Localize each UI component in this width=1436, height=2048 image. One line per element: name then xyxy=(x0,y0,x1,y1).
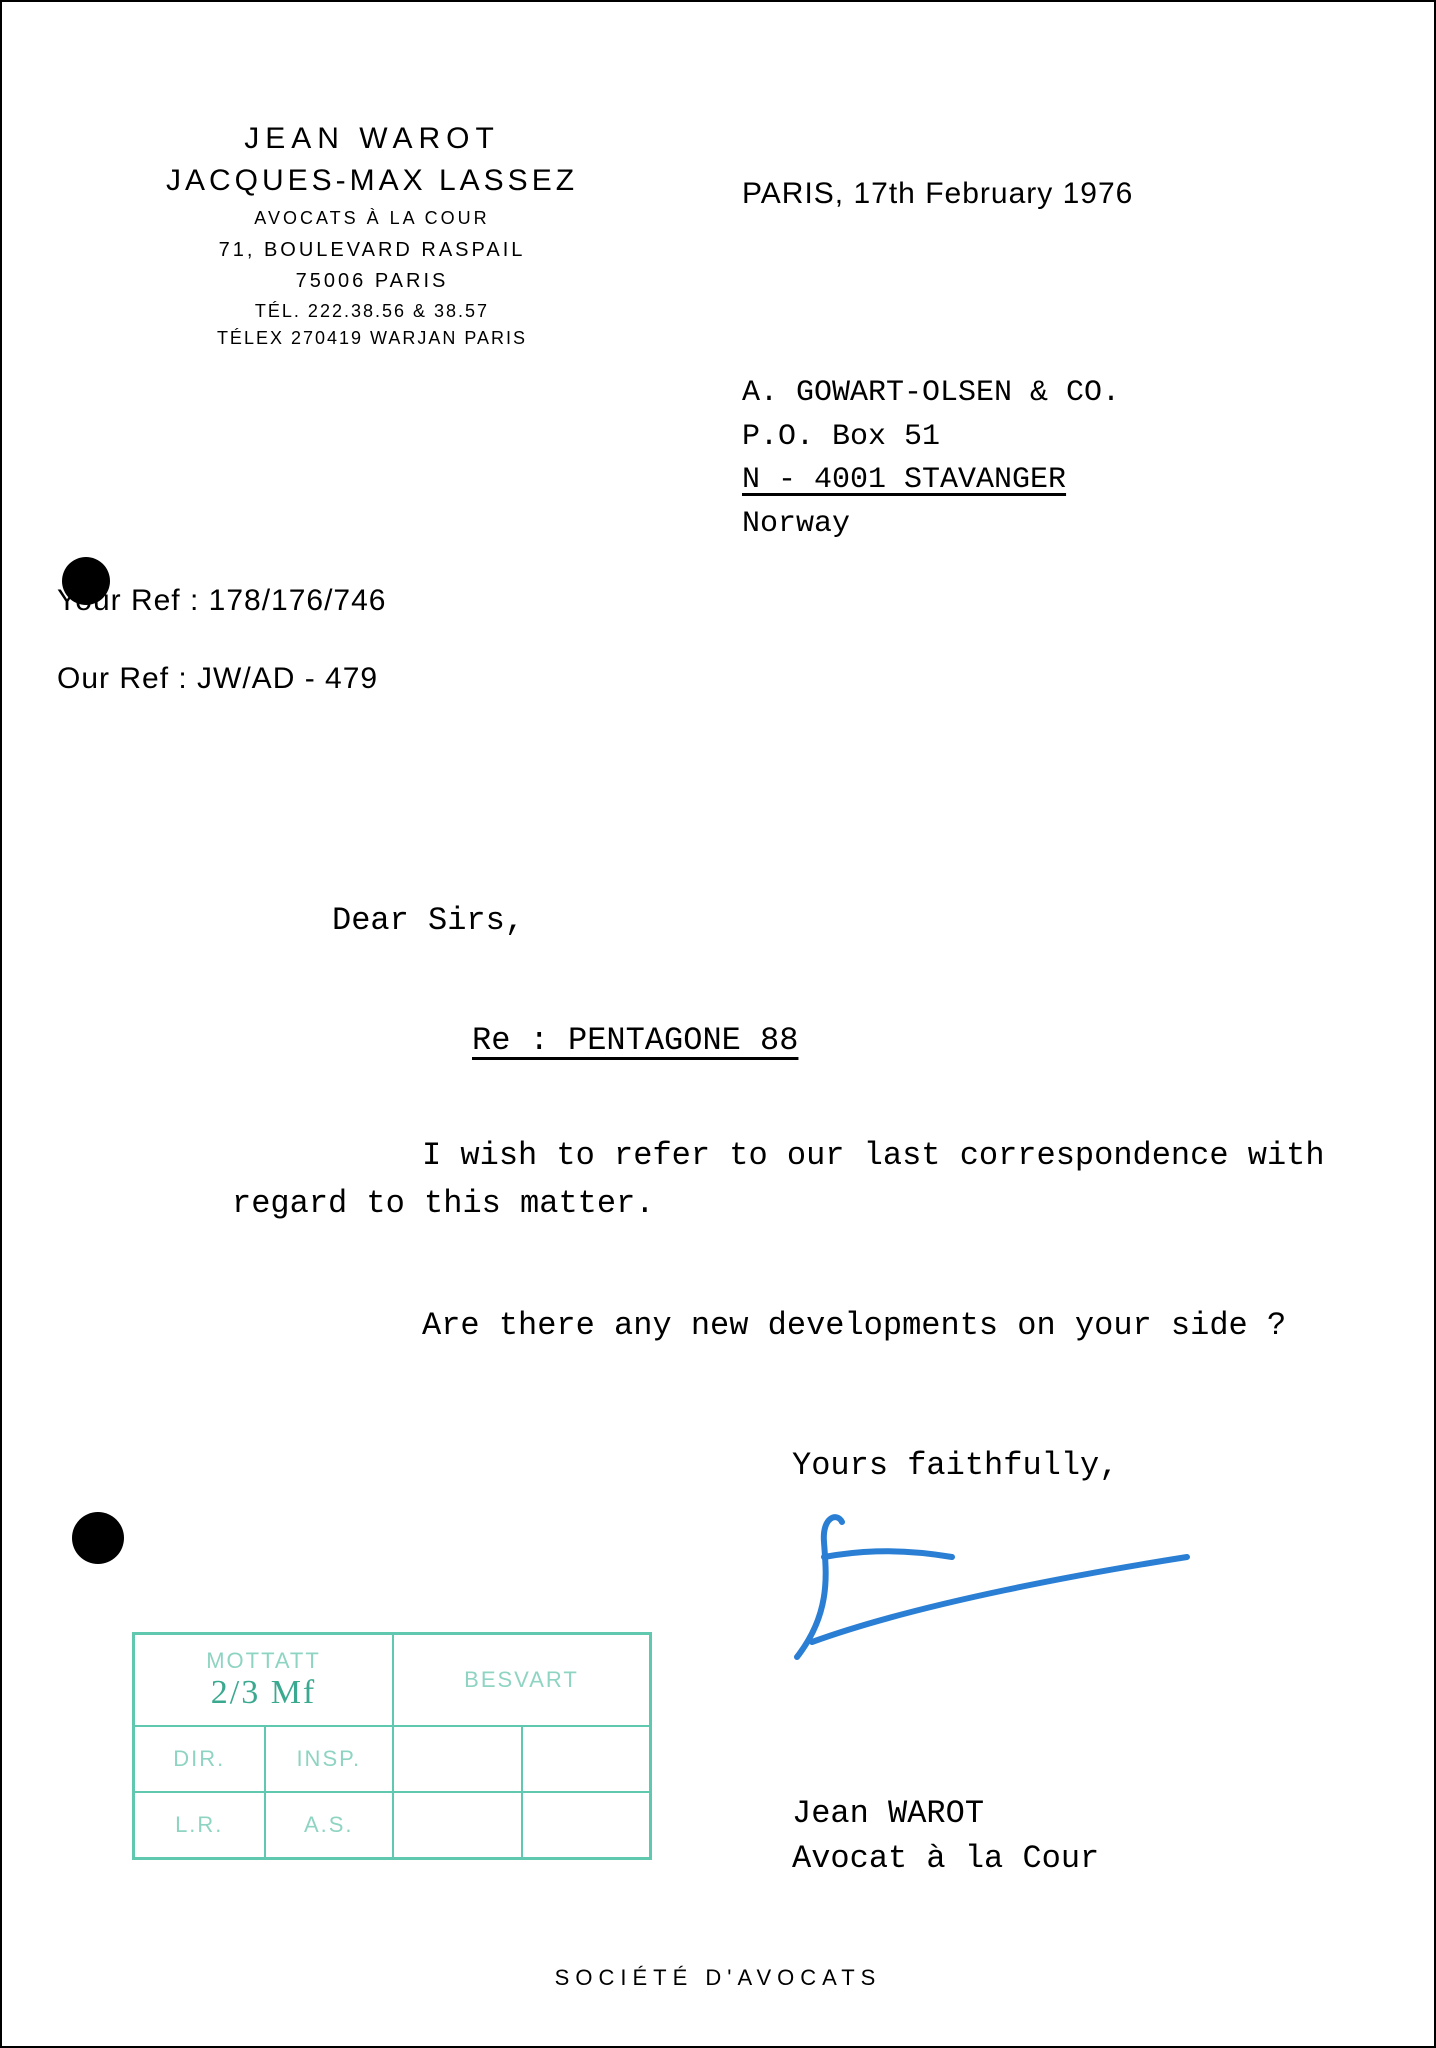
letterhead-tel: TÉL. 222.38.56 & 38.57 xyxy=(102,301,642,322)
body-paragraph-2: Are there any new developments on your s… xyxy=(232,1302,1344,1350)
stamp-dir-label: DIR. xyxy=(173,1746,225,1772)
stamp-insp-label: INSP. xyxy=(296,1746,361,1772)
addressee-line-1: A. GOWART-OLSEN & CO. xyxy=(742,372,1120,416)
addressee-block: A. GOWART-OLSEN & CO. P.O. Box 51 N - 40… xyxy=(742,372,1120,546)
signature-icon xyxy=(782,1502,1202,1672)
punch-hole xyxy=(72,1512,124,1564)
stamp-handwriting: 2/3 Mf xyxy=(211,1674,317,1712)
letterhead: JEAN WAROT JACQUES-MAX LASSEZ AVOCATS À … xyxy=(102,122,642,349)
signatory-name: Jean WAROT xyxy=(792,1792,1099,1837)
letterhead-name-1: JEAN WAROT xyxy=(102,122,642,156)
reference-block: Your Ref : 178/176/746 Our Ref : JW/AD -… xyxy=(57,562,386,718)
stamp-besvart-label: BESVART xyxy=(464,1667,579,1693)
body-p1-text: I wish to refer to our last corresponden… xyxy=(232,1137,1325,1222)
stamp-as-label: A.S. xyxy=(304,1812,354,1838)
our-ref: Our Ref : JW/AD - 479 xyxy=(57,640,386,718)
letterhead-name-2: JACQUES-MAX LASSEZ xyxy=(102,164,642,198)
your-ref: Your Ref : 178/176/746 xyxy=(57,562,386,640)
letterhead-subtitle: AVOCATS À LA COUR xyxy=(102,208,642,229)
signatory-block: Jean WAROT Avocat à la Cour xyxy=(792,1792,1099,1882)
page-footer: SOCIÉTÉ D'AVOCATS xyxy=(2,1965,1434,1991)
letterhead-street: 71, BOULEVARD RASPAIL xyxy=(102,239,642,262)
stamp-lr-label: L.R. xyxy=(175,1812,223,1838)
date-line: PARIS, 17th February 1976 xyxy=(742,177,1133,211)
addressee-line-4: Norway xyxy=(742,503,1120,547)
letterhead-telex: TÉLEX 270419 WARJAN PARIS xyxy=(102,328,642,349)
body-paragraph-1: I wish to refer to our last corresponden… xyxy=(232,1132,1344,1228)
subject-line: Re : PENTAGONE 88 xyxy=(472,1022,798,1059)
addressee-line-2: P.O. Box 51 xyxy=(742,416,1120,460)
stamp-mottatt-label: MOTTATT xyxy=(206,1648,321,1674)
closing: Yours faithfully, xyxy=(792,1447,1118,1484)
body-p2-text: Are there any new developments on your s… xyxy=(422,1307,1286,1344)
salutation: Dear Sirs, xyxy=(332,902,524,939)
signatory-title: Avocat à la Cour xyxy=(792,1837,1099,1882)
letterhead-city: 75006 PARIS xyxy=(102,270,642,293)
received-stamp: MOTTATT 2/3 Mf BESVART DIR. INSP. L.R. A… xyxy=(132,1632,652,1860)
addressee-line-3: N - 4001 STAVANGER xyxy=(742,459,1120,503)
